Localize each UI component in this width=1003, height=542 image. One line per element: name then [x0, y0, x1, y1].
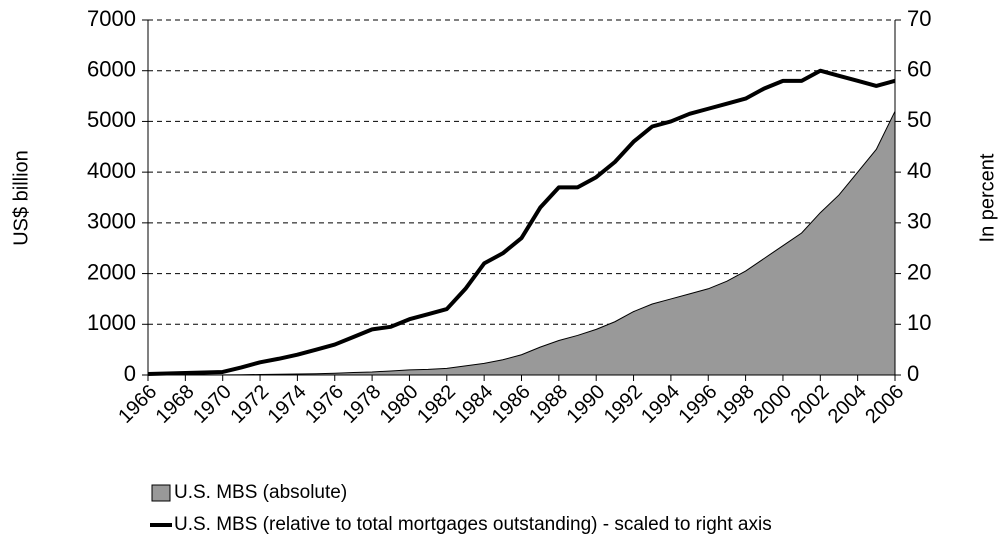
y2-tick-label: 0: [907, 361, 919, 386]
legend-swatch: [151, 484, 171, 502]
x-tick-label: 1978: [338, 381, 385, 428]
x-tick-label: 1988: [525, 381, 572, 428]
x-tick-label: 1976: [301, 381, 348, 428]
x-tick-label: 1992: [600, 381, 647, 428]
x-tick-label: 1980: [376, 381, 423, 428]
y2-tick-label: 60: [907, 57, 931, 82]
x-tick-label: 1998: [712, 381, 759, 428]
y2-axis-title: In percent: [976, 153, 998, 242]
line: [147, 68, 896, 376]
y2-tick-label: 40: [907, 158, 931, 183]
x-tick-label: 1974: [264, 381, 311, 428]
x-tick-label: 2002: [787, 381, 834, 428]
y-tick-label: 6000: [87, 57, 136, 82]
x-tick-label: 1994: [637, 381, 684, 428]
x-tick-label: 1966: [114, 381, 161, 428]
area: [148, 111, 896, 376]
legend-label: U.S. MBS (relative to total mortgages ou…: [174, 514, 772, 535]
x-tick-label: 1972: [226, 381, 273, 428]
x-tick-label: 1968: [152, 381, 199, 428]
y-tick-label: 1000: [87, 310, 136, 335]
x-tick-label: 1970: [189, 381, 236, 428]
y-tick-label: 4000: [87, 158, 136, 183]
y2-tick-label: 10: [907, 310, 931, 335]
y-tick-label: 2000: [87, 259, 136, 284]
y-tick-label: 7000: [87, 6, 136, 31]
x-tick-label: 2004: [824, 381, 871, 428]
y2-tick-label: 70: [907, 6, 931, 31]
y-tick-label: 0: [124, 361, 136, 386]
y-axis-title: US$ billion: [10, 150, 32, 246]
y2-tick-label: 30: [907, 209, 931, 234]
x-tick-label: 1982: [413, 381, 460, 428]
x-tick-label: 1996: [674, 381, 721, 428]
legend-label: U.S. MBS (absolute): [174, 482, 347, 503]
y2-tick-label: 50: [907, 107, 931, 132]
y-tick-label: 3000: [87, 209, 136, 234]
x-tick-label: 2000: [749, 381, 796, 428]
x-tick-label: 1990: [562, 381, 609, 428]
x-tick-label: 2006: [861, 381, 908, 428]
y-tick-label: 5000: [87, 107, 136, 132]
x-tick-label: 1984: [450, 381, 497, 428]
y2-tick-label: 20: [907, 259, 931, 284]
x-tick-label: 1986: [488, 381, 535, 428]
